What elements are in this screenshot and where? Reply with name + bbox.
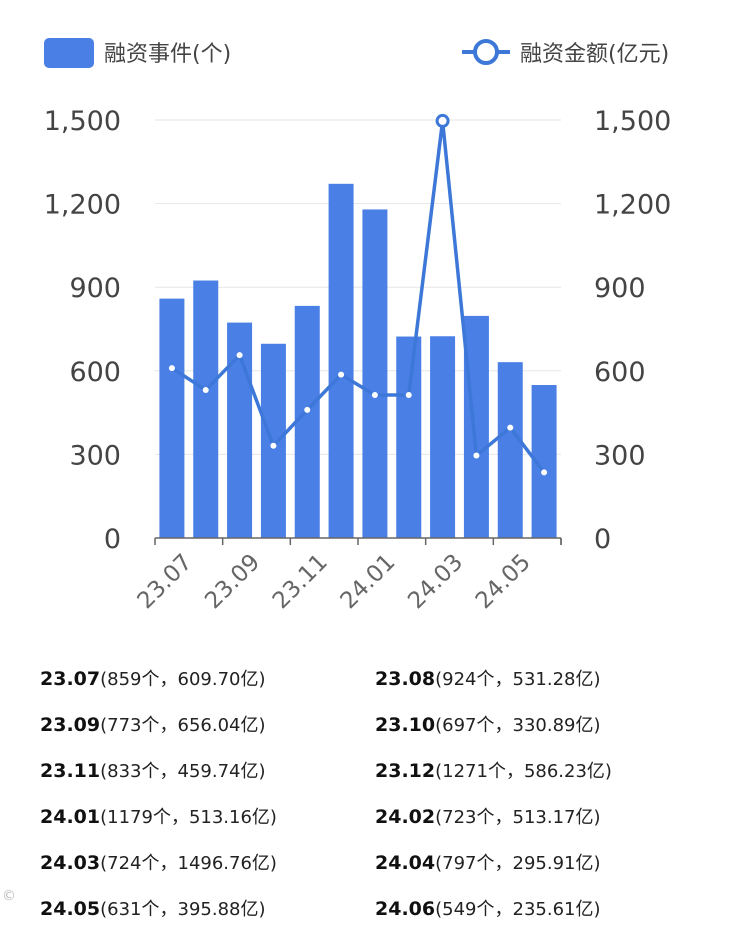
x-tick-label: 24.03 (403, 549, 468, 614)
summary-month: 24.05 (40, 898, 101, 920)
x-tick-label: 23.09 (200, 549, 265, 614)
summary-detail: (1179个，513.16亿) (100, 807, 277, 828)
bar-series (159, 183, 557, 538)
bar-23.11 (294, 305, 320, 538)
line-point-23.08 (202, 386, 209, 393)
summary-item: 23.12(1271个，586.23亿) (375, 757, 710, 783)
summary-detail: (859个，609.70亿) (100, 669, 266, 690)
y-left-tick-label: 600 (69, 357, 121, 388)
summary-detail: (797个，295.91亿) (435, 853, 601, 874)
line-point-24.04 (473, 452, 480, 459)
summary-detail: (924个，531.28亿) (435, 669, 601, 690)
legend-swatch-marker (473, 39, 499, 65)
summary-detail: (697个，330.89亿) (435, 715, 601, 736)
summary-month: 24.01 (40, 806, 101, 828)
line-series (168, 113, 548, 476)
summary-row: 24.05(631个，395.88亿) 24.06(549个，235.61亿) (40, 885, 720, 931)
y-left-tick-label: 900 (69, 273, 121, 304)
summary-row: 23.11(833个，459.74亿) 23.12(1271个，586.23亿) (40, 747, 720, 793)
bar-line-chart: 融资事件(个) 融资金额(亿元) 0 300 600 900 1,200 1,500 0 3… (44, 38, 671, 614)
y-axis-left-ticks: 0 300 600 900 1,200 1,500 (44, 106, 121, 555)
y-right-tick-label: 0 (594, 524, 611, 555)
summary-month: 23.12 (375, 760, 436, 782)
y-right-tick-label: 1,500 (594, 106, 671, 137)
summary-detail: (833个，459.74亿) (100, 761, 266, 782)
summary-detail: (723个，513.17亿) (435, 807, 601, 828)
summary-detail: (724个，1496.76亿) (100, 853, 277, 874)
x-tick-label: 24.05 (471, 549, 536, 614)
summary-item: 23.10(697个，330.89亿) (375, 711, 710, 737)
legend-label-amount: 融资金额(亿元) (520, 42, 669, 67)
y-left-tick-label: 0 (104, 524, 121, 555)
x-tick-label: 23.07 (133, 549, 198, 614)
summary-detail: (773个，656.04亿) (100, 715, 266, 736)
summary-item: 24.03(724个，1496.76亿) (40, 849, 375, 875)
summary-month: 24.02 (375, 806, 436, 828)
summary-item: 24.06(549个，235.61亿) (375, 895, 710, 921)
summary-item: 23.11(833个，459.74亿) (40, 757, 375, 783)
summary-month: 24.06 (375, 898, 436, 920)
line-point-24.01 (371, 391, 378, 398)
summary-row: 24.03(724个，1496.76亿) 24.04(797个，295.91亿) (40, 839, 720, 885)
legend-label-events: 融资事件(个) (104, 42, 231, 67)
y-right-tick-label: 1,200 (594, 190, 671, 221)
y-axis-right-ticks: 0 300 600 900 1,200 1,500 (594, 106, 671, 555)
y-right-tick-label: 600 (594, 357, 646, 388)
line-point-24.02 (405, 391, 412, 398)
x-axis-ticks: 23.07 23.09 23.11 24.01 24.03 24.05 (133, 549, 536, 614)
y-left-tick-label: 1,200 (44, 190, 121, 221)
bar-23.08 (193, 280, 219, 538)
line-point-23.09 (236, 352, 243, 359)
legend: 融资事件(个) 融资金额(亿元) (44, 38, 669, 68)
summary-detail: (549个，235.61亿) (435, 899, 601, 920)
y-right-tick-label: 300 (594, 440, 646, 471)
bar-23.07 (159, 298, 185, 538)
line-point-23.12 (338, 371, 345, 378)
summary-month: 23.11 (40, 760, 101, 782)
line-point-23.07 (168, 365, 175, 372)
line-point-23.10 (270, 442, 277, 449)
line-point-24.05 (507, 424, 514, 431)
line-path (170, 119, 546, 474)
summary-list: 23.07(859个，609.70亿) 23.08(924个，531.28亿) 23… (40, 655, 720, 931)
line-point-24.06 (541, 469, 548, 476)
summary-detail: (1271个，586.23亿) (435, 761, 612, 782)
bar-24.01 (362, 209, 388, 538)
x-tick-label: 23.11 (268, 549, 333, 614)
y-left-tick-label: 1,500 (44, 106, 121, 137)
summary-item: 23.07(859个，609.70亿) (40, 665, 375, 691)
summary-item: 23.09(773个，656.04亿) (40, 711, 375, 737)
bar-23.12 (328, 183, 354, 538)
bar-24.03 (430, 336, 456, 538)
summary-month: 23.10 (375, 714, 436, 736)
summary-month: 23.08 (375, 668, 436, 690)
summary-row: 23.07(859个，609.70亿) 23.08(924个，531.28亿) (40, 655, 720, 701)
summary-item: 24.01(1179个，513.16亿) (40, 803, 375, 829)
summary-month: 24.04 (375, 852, 436, 874)
x-tick-label: 24.01 (336, 549, 401, 614)
summary-item: 24.05(631个，395.88亿) (40, 895, 375, 921)
y-left-tick-label: 300 (69, 440, 121, 471)
summary-detail: (631个，395.88亿) (100, 899, 266, 920)
summary-row: 23.09(773个，656.04亿) 23.10(697个，330.89亿) (40, 701, 720, 747)
y-right-tick-label: 900 (594, 273, 646, 304)
summary-row: 24.01(1179个，513.16亿) 24.02(723个，513.17亿) (40, 793, 720, 839)
bar-24.04 (463, 315, 489, 538)
legend-swatch-bar (44, 38, 94, 68)
line-point-24.03 (435, 113, 450, 128)
summary-month: 23.09 (40, 714, 101, 736)
summary-month: 23.07 (40, 668, 101, 690)
summary-item: 24.04(797个，295.91亿) (375, 849, 710, 875)
bar-24.05 (497, 362, 523, 538)
line-point-23.11 (304, 406, 311, 413)
summary-item: 23.08(924个，531.28亿) (375, 665, 710, 691)
watermark: © (2, 888, 16, 904)
axes (154, 537, 562, 545)
bar-24.02 (396, 336, 422, 538)
summary-item: 24.02(723个，513.17亿) (375, 803, 710, 829)
summary-month: 24.03 (40, 852, 101, 874)
